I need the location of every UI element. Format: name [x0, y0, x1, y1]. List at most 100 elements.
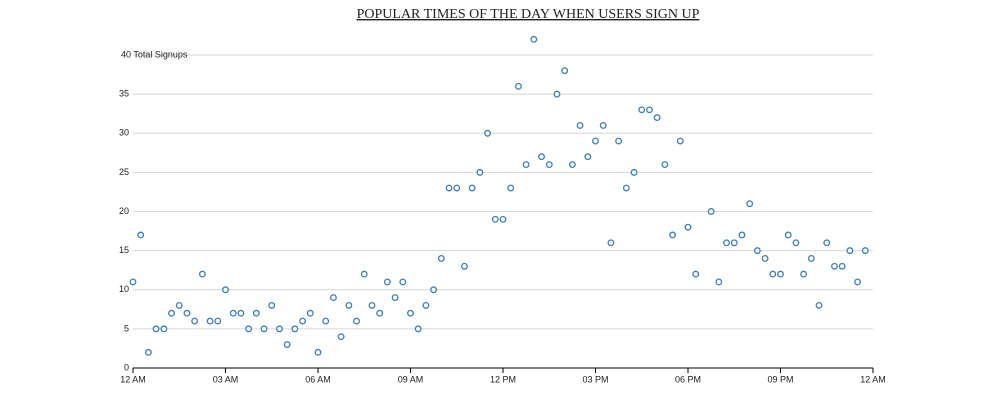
point [391, 294, 399, 302]
point [723, 239, 730, 247]
point [607, 239, 615, 247]
point [761, 255, 769, 262]
point [468, 184, 476, 192]
point [376, 309, 384, 317]
point [538, 153, 545, 161]
point [646, 106, 653, 114]
point [707, 208, 715, 215]
point [653, 114, 661, 122]
point [291, 325, 299, 333]
point [260, 325, 268, 333]
point [268, 301, 276, 309]
y-tick-label: 20 [119, 206, 129, 216]
y-tick-label: 5 [124, 323, 129, 333]
point [214, 317, 222, 325]
point [337, 333, 345, 341]
point [530, 35, 538, 43]
point [576, 121, 584, 129]
point [684, 223, 692, 231]
point [229, 309, 237, 317]
point [592, 137, 599, 145]
point [183, 309, 191, 317]
point [792, 239, 800, 247]
x-tick-label: 12 AM [120, 374, 146, 384]
point [144, 348, 152, 356]
point [753, 247, 761, 255]
y-tick-label: 35 [119, 89, 129, 99]
point [160, 325, 168, 333]
x-tick-label: 12 AM [860, 374, 886, 384]
point [777, 270, 784, 278]
point [198, 270, 206, 278]
point [414, 325, 422, 333]
point [360, 270, 368, 278]
point [599, 121, 607, 129]
point [399, 278, 407, 286]
point [237, 309, 245, 317]
point [769, 270, 777, 278]
point [738, 231, 746, 239]
chart-title: POPULAR TIMES OF THE DAY WHEN USERS SIGN… [357, 7, 700, 22]
x-tick-label: 03 AM [213, 374, 239, 384]
point [245, 325, 253, 333]
point [838, 262, 846, 270]
point [283, 341, 291, 348]
point [306, 309, 314, 317]
point [129, 278, 137, 286]
point [206, 317, 214, 325]
x-tick-label: 06 AM [305, 374, 331, 384]
y-tick-label: 30 [119, 128, 129, 138]
point [746, 200, 754, 208]
point [407, 309, 414, 317]
x-tick-label: 12 PM [490, 374, 516, 384]
point [514, 82, 522, 90]
point [730, 239, 738, 247]
point [422, 301, 430, 309]
point [800, 270, 808, 278]
point [669, 231, 677, 239]
point [222, 286, 229, 294]
point [322, 317, 330, 325]
point [831, 262, 838, 270]
point [846, 247, 854, 255]
point [784, 231, 792, 239]
point [299, 317, 307, 325]
point [615, 137, 623, 145]
point [854, 278, 862, 286]
point [499, 215, 507, 223]
point [461, 262, 468, 270]
y-tick-label: 15 [119, 245, 129, 255]
point [676, 137, 684, 145]
point [152, 325, 160, 333]
point [175, 301, 183, 309]
x-tick-label: 09 PM [767, 374, 793, 384]
y-tick-label: 25 [119, 167, 129, 177]
point [453, 184, 461, 192]
point [353, 317, 360, 325]
point [584, 153, 592, 161]
point [476, 168, 484, 176]
point [137, 231, 145, 239]
point [568, 161, 576, 168]
point [545, 161, 553, 168]
point [484, 129, 492, 137]
x-tick-label: 06 PM [675, 374, 701, 384]
point [276, 325, 283, 333]
point [561, 67, 569, 75]
point [445, 184, 453, 192]
point [815, 301, 823, 309]
point [630, 168, 638, 176]
point [314, 348, 322, 356]
point [553, 90, 561, 98]
x-tick-label: 09 AM [398, 374, 424, 384]
point [715, 278, 723, 286]
point [168, 309, 175, 317]
point [437, 255, 445, 262]
point [345, 301, 353, 309]
point [430, 286, 438, 294]
point [329, 294, 337, 302]
point [861, 247, 869, 255]
point [252, 309, 260, 317]
point [368, 301, 376, 309]
